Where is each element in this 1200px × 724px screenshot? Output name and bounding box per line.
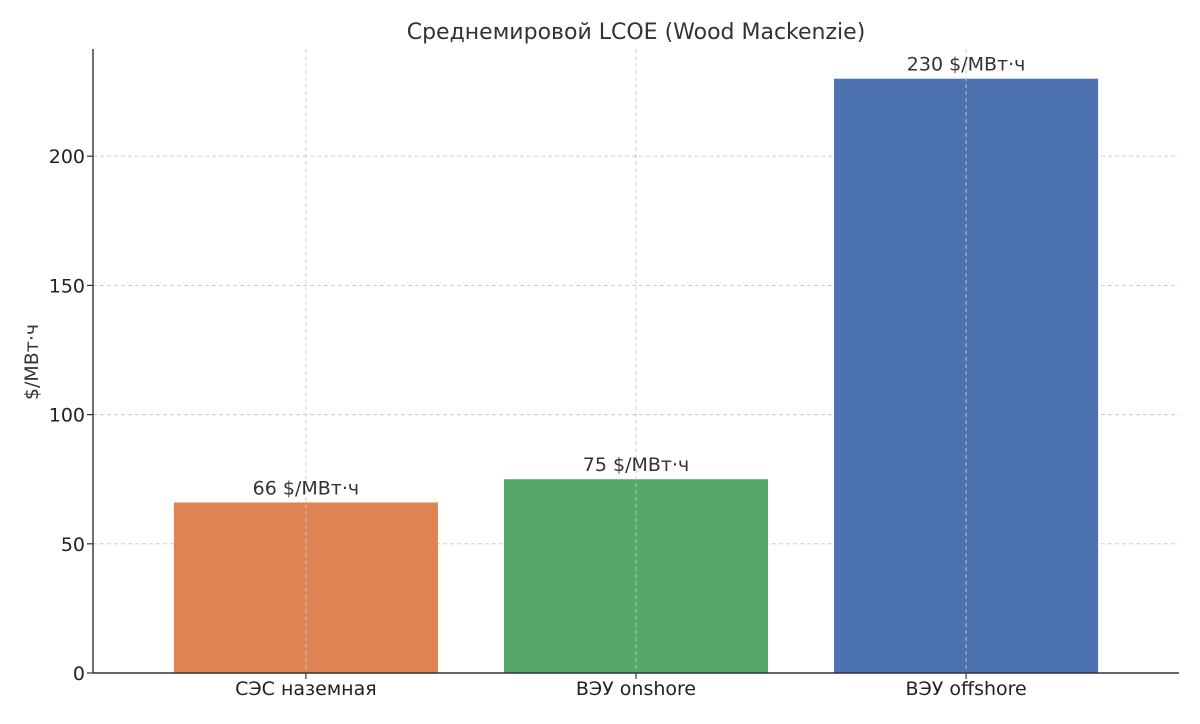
x-grid	[305, 49, 967, 673]
y-axis-label: $/МВт·ч	[21, 324, 43, 400]
x-tick-label: СЭС наземная	[235, 678, 377, 700]
x-tick-label: ВЭУ onshore	[576, 678, 696, 700]
bar-value-label: 230 $/МВт·ч	[907, 54, 1026, 76]
ticks: 0 50 100 150 200 СЭС наземная ВЭУ onshore ВЭУ o…	[49, 146, 1027, 700]
y-tick-label: 150	[49, 275, 85, 297]
y-tick-label: 200	[49, 146, 85, 168]
y-tick-label: 50	[61, 534, 85, 556]
bar-value-label: 66 $/МВт·ч	[253, 477, 359, 499]
chart-title: Среднемировой LCOE (Wood Mackenzie)	[407, 20, 866, 45]
y-tick-label: 100	[49, 405, 85, 427]
bar-value-label: 75 $/МВт·ч	[583, 454, 689, 476]
y-tick-label: 0	[73, 663, 85, 685]
value-labels: 66 $/МВт·ч 75 $/МВт·ч 230 $/МВт·ч	[253, 54, 1026, 500]
x-tick-label: ВЭУ offshore	[905, 678, 1026, 700]
